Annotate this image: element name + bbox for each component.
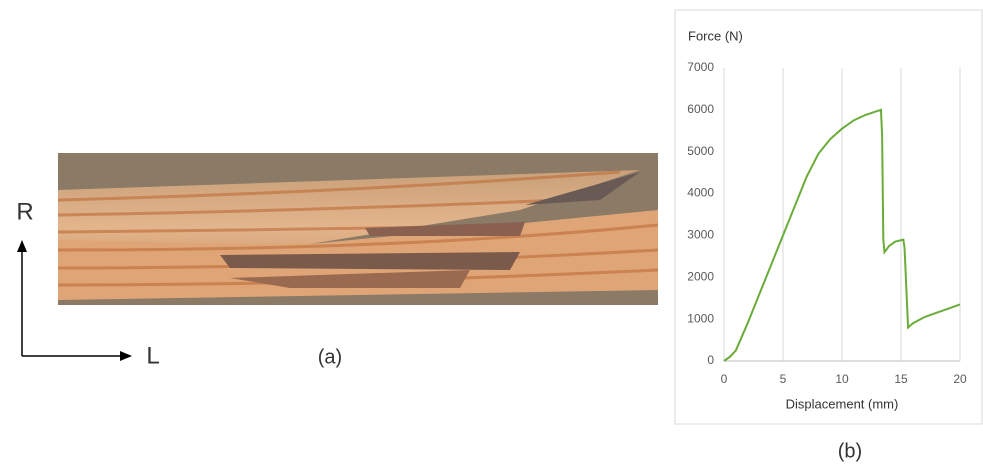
y-tick-label: 7000 [687, 60, 714, 74]
x-tick-label: 15 [894, 372, 908, 386]
y-tick-label: 4000 [687, 186, 714, 200]
x-tick-label: 10 [835, 372, 849, 386]
panel-label: (b) [838, 440, 862, 462]
y-tick-label: 5000 [687, 144, 714, 158]
y-tick-label: 2000 [687, 269, 714, 283]
y-tick-label: 1000 [687, 311, 714, 325]
y-tick-label: 6000 [687, 102, 714, 116]
x-tick-label: 0 [721, 372, 728, 386]
x-tick-label: 20 [953, 372, 967, 386]
axis-l-label: L [146, 342, 159, 369]
specimen-photo [58, 153, 658, 305]
panel-label: (a) [318, 346, 342, 368]
y-tick-label: 0 [707, 353, 714, 367]
y-axis-title: Force (N) [688, 28, 743, 43]
figure: R L (a) Force (N) Displacement (mm) (b) … [0, 0, 983, 467]
axis-r-label: R [16, 198, 33, 225]
arrow-head [120, 351, 132, 361]
chart-frame [675, 10, 982, 424]
x-axis-title: Displacement (mm) [786, 396, 899, 411]
arrow-head [17, 240, 27, 252]
x-tick-label: 5 [780, 372, 787, 386]
y-tick-label: 3000 [687, 228, 714, 242]
